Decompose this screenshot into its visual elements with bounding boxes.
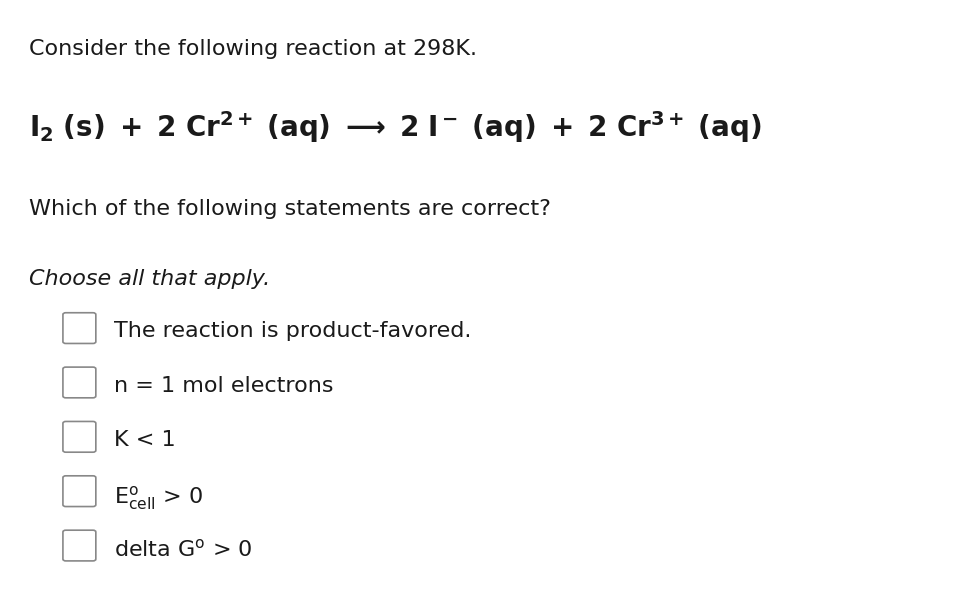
Text: Choose all that apply.: Choose all that apply. bbox=[29, 269, 270, 289]
FancyBboxPatch shape bbox=[63, 367, 96, 398]
FancyBboxPatch shape bbox=[63, 422, 96, 452]
Text: $\mathrm{E^o_{cell}}$ > 0: $\mathrm{E^o_{cell}}$ > 0 bbox=[114, 484, 203, 512]
Text: Which of the following statements are correct?: Which of the following statements are co… bbox=[29, 199, 551, 219]
Text: The reaction is product-favored.: The reaction is product-favored. bbox=[114, 321, 471, 341]
Text: delta G$^\mathrm{o}$ > 0: delta G$^\mathrm{o}$ > 0 bbox=[114, 539, 253, 561]
Text: n = 1 mol electrons: n = 1 mol electrons bbox=[114, 376, 334, 396]
Text: Consider the following reaction at 298K.: Consider the following reaction at 298K. bbox=[29, 39, 477, 59]
FancyBboxPatch shape bbox=[63, 313, 96, 344]
Text: $\bf{I_2\ (s)\ +\ 2\ Cr^{2+}\ (aq)\ \longrightarrow\ 2\ I^-\ (aq)\ +\ 2\ Cr^{3+}: $\bf{I_2\ (s)\ +\ 2\ Cr^{2+}\ (aq)\ \lon… bbox=[29, 109, 762, 144]
Text: K < 1: K < 1 bbox=[114, 430, 176, 450]
FancyBboxPatch shape bbox=[63, 476, 96, 507]
FancyBboxPatch shape bbox=[63, 530, 96, 561]
